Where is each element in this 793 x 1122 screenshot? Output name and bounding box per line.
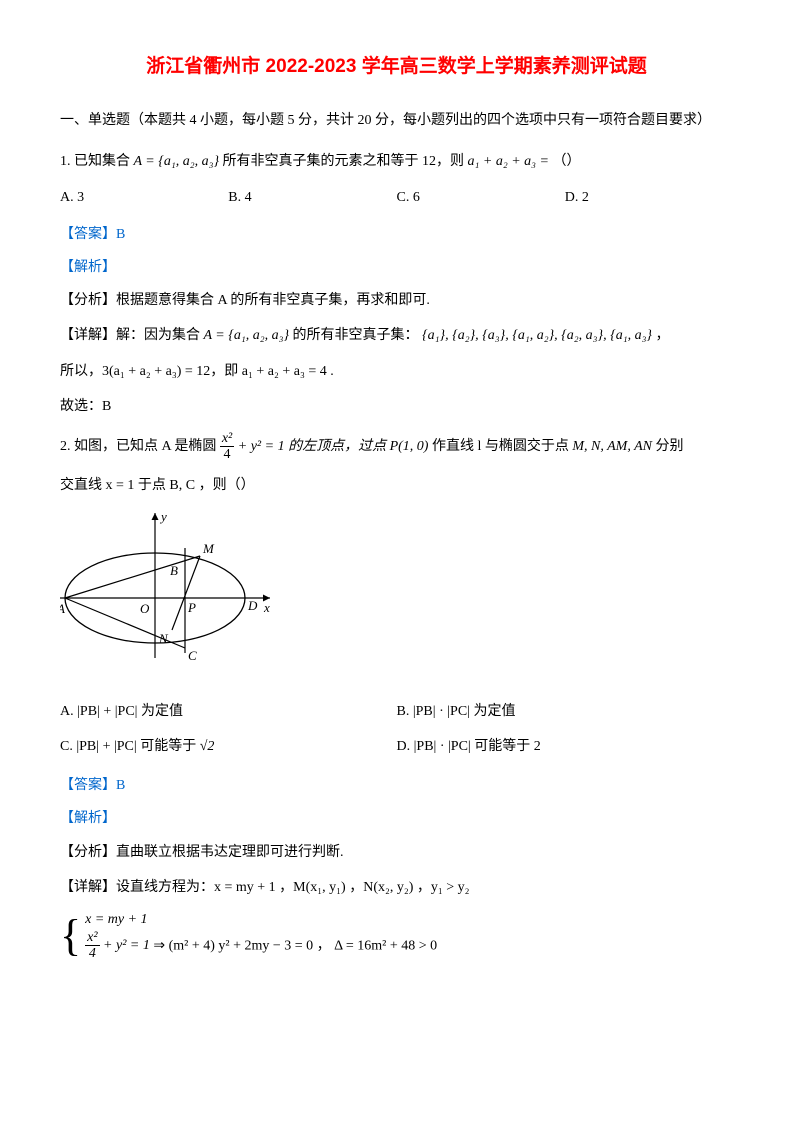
q1-detail-mid: 的所有非空真子集： bbox=[293, 328, 419, 343]
q2-answer: 【答案】B bbox=[60, 773, 733, 798]
q1-answer-val: B bbox=[116, 227, 125, 242]
q1-text: 1. 已知集合 A = {a₁, a₂, a₃} 所有非空真子集的元素之和等于 … bbox=[60, 149, 733, 174]
q1-after: 所有非空真子集的元素之和等于 12，则 bbox=[223, 154, 465, 169]
q2-sys-r1: x = my + 1 bbox=[85, 910, 150, 930]
q1-detail-end: ， bbox=[656, 328, 670, 343]
q2-text: 2. 如图，已知点 A 是椭圆 x² 4 + y² = 1 的左顶点，过点 P(… bbox=[60, 431, 733, 463]
q2-mid2: 作直线 l 与椭圆交于点 bbox=[432, 439, 569, 454]
q1-optC: C. 6 bbox=[397, 185, 565, 210]
q2-line2: 交直线 x = 1 于点 B, C ，则（） bbox=[60, 473, 733, 498]
q2-optC: C. |PB| + |PC| 可能等于 √2 bbox=[60, 734, 397, 759]
question-2: 2. 如图，已知点 A 是椭圆 x² 4 + y² = 1 的左顶点，过点 P(… bbox=[60, 431, 733, 961]
q1-expr: a₁ + a₂ + a₃ = bbox=[468, 154, 549, 169]
q2-optA: A. |PB| + |PC| 为定值 bbox=[60, 699, 397, 724]
svg-text:y: y bbox=[159, 509, 167, 524]
q2-diagram: y x A O P D M B N C bbox=[60, 508, 280, 683]
svg-text:x: x bbox=[263, 600, 270, 615]
q2-mid3: 分别 bbox=[655, 439, 683, 454]
q2-options: A. |PB| + |PC| 为定值 B. |PB| · |PC| 为定值 C.… bbox=[60, 699, 733, 759]
q2-implies: ⇒ (m² + 4) y² + 2my − 3 = 0 ， Δ = 16m² +… bbox=[153, 939, 437, 954]
q1-num: 1. bbox=[60, 154, 71, 169]
section-header: 一、单选题（本题共 4 小题，每小题 5 分，共计 20 分，每小题列出的四个选… bbox=[60, 108, 733, 133]
svg-text:N: N bbox=[158, 631, 169, 646]
q1-analysis-label: 【解析】 bbox=[60, 255, 733, 280]
q2-sys-frac-den: 4 bbox=[85, 946, 99, 961]
q1-optA: A. 3 bbox=[60, 185, 228, 210]
q2-before: 如图，已知点 A 是椭圆 bbox=[74, 439, 216, 454]
q1-optD: D. 2 bbox=[565, 185, 733, 210]
svg-text:O: O bbox=[140, 601, 150, 616]
q2-num: 2. bbox=[60, 439, 71, 454]
q2-detail: 【详解】设直线方程为：x = my + 1 ，M(x₁, y₁) ，N(x₂, … bbox=[60, 875, 733, 900]
q1-subsets: {a₁}, {a₂}, {a₃}, {a₁, a₂}, {a₂, a₃}, {a… bbox=[422, 328, 652, 343]
q1-analysis-text: 【分析】根据题意得集合 A 的所有非空真子集，再求和即可. bbox=[60, 288, 733, 313]
svg-text:B: B bbox=[170, 563, 178, 578]
q2-analysis-label: 【解析】 bbox=[60, 806, 733, 831]
q1-before: 已知集合 bbox=[74, 154, 130, 169]
q2-optC-sqrt: √2 bbox=[200, 739, 215, 754]
q1-detail-prefix: 【详解】解：因为集合 bbox=[60, 328, 200, 343]
q2-mid1: + y² = 1 的左顶点，过点 bbox=[238, 439, 386, 454]
svg-text:A: A bbox=[60, 601, 65, 616]
svg-text:C: C bbox=[188, 648, 197, 663]
q1-answer-label: 【答案】 bbox=[60, 227, 116, 242]
q2-sys-r2: x² 4 + y² = 1 bbox=[85, 930, 150, 962]
q1-options: A. 3 B. 4 C. 6 D. 2 bbox=[60, 185, 733, 210]
q2-frac-den: 4 bbox=[220, 447, 234, 462]
q2-optD: D. |PB| · |PC| 可能等于 2 bbox=[397, 734, 734, 759]
q2-pts: M, N, AM, AN bbox=[572, 439, 652, 454]
q2-sys-frac-num: x² bbox=[85, 930, 99, 946]
brace-icon: { bbox=[60, 914, 81, 958]
q2-point: P(1, 0) bbox=[390, 439, 429, 454]
q1-tail: （） bbox=[553, 154, 581, 169]
q2-answer-val: B bbox=[116, 778, 125, 793]
question-1: 1. 已知集合 A = {a₁, a₂, a₃} 所有非空真子集的元素之和等于 … bbox=[60, 149, 733, 419]
q1-set: A = {a₁, a₂, a₃} bbox=[134, 154, 220, 169]
q2-system: { x = my + 1 x² 4 + y² = 1 ⇒ (m² + 4) y²… bbox=[60, 910, 733, 961]
q2-sys-rest: + y² = 1 bbox=[103, 938, 150, 953]
q1-detail: 【详解】解：因为集合 A = {a₁, a₂, a₃} 的所有非空真子集： {a… bbox=[60, 323, 733, 348]
q1-detail-set: A = {a₁, a₂, a₃} bbox=[204, 328, 290, 343]
svg-text:P: P bbox=[187, 600, 196, 615]
q2-analysis-text: 【分析】直曲联立根据韦达定理即可进行判断. bbox=[60, 840, 733, 865]
q2-answer-label: 【答案】 bbox=[60, 778, 116, 793]
svg-text:D: D bbox=[247, 598, 258, 613]
q1-conclude: 故选：B bbox=[60, 394, 733, 419]
q1-so: 所以，3(a₁ + a₂ + a₃) = 12，即 a₁ + a₂ + a₃ =… bbox=[60, 359, 733, 384]
q1-answer: 【答案】B bbox=[60, 222, 733, 247]
q2-optC-pre: C. |PB| + |PC| 可能等于 bbox=[60, 739, 196, 754]
q2-optB: B. |PB| · |PC| 为定值 bbox=[397, 699, 734, 724]
page-title: 浙江省衢州市 2022-2023 学年高三数学上学期素养测评试题 bbox=[60, 50, 733, 84]
q2-frac-num: x² bbox=[220, 431, 234, 447]
q1-optB: B. 4 bbox=[228, 185, 396, 210]
svg-text:M: M bbox=[202, 541, 215, 556]
